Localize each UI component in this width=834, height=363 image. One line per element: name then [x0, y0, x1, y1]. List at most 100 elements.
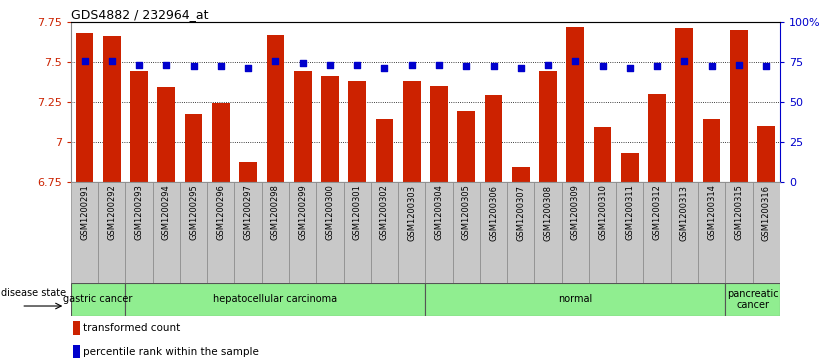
Bar	[73, 322, 80, 335]
Text: GSM1200303: GSM1200303	[407, 184, 416, 241]
Bar	[158, 87, 175, 182]
Bar	[403, 81, 420, 182]
Text: pancreatic
cancer: pancreatic cancer	[726, 289, 778, 310]
Bar	[262, 182, 289, 283]
Bar	[671, 182, 698, 283]
Bar	[207, 182, 234, 283]
Text: GSM1200292: GSM1200292	[108, 184, 116, 240]
Bar	[398, 182, 425, 283]
Text: GSM1200293: GSM1200293	[134, 184, 143, 240]
Bar	[561, 182, 589, 283]
Text: percentile rank within the sample: percentile rank within the sample	[83, 347, 259, 357]
Bar	[294, 71, 312, 182]
Bar	[321, 76, 339, 182]
Text: gastric cancer: gastric cancer	[63, 294, 133, 305]
Point	[541, 62, 555, 68]
Text: normal: normal	[558, 294, 592, 305]
Bar	[425, 283, 726, 316]
Bar	[267, 34, 284, 182]
Bar	[212, 103, 229, 182]
Point	[705, 64, 718, 69]
Point	[651, 64, 664, 69]
Text: GSM1200304: GSM1200304	[435, 184, 444, 240]
Point	[732, 62, 746, 68]
Bar	[289, 182, 316, 283]
Bar	[125, 182, 153, 283]
Point	[760, 64, 773, 69]
Bar	[485, 95, 502, 182]
Point	[378, 65, 391, 71]
Bar	[566, 26, 584, 182]
Point	[324, 62, 337, 68]
Bar	[316, 182, 344, 283]
Point	[133, 62, 146, 68]
Text: GSM1200300: GSM1200300	[325, 184, 334, 240]
Bar	[512, 167, 530, 182]
Text: GSM1200316: GSM1200316	[761, 184, 771, 241]
Point	[405, 62, 419, 68]
Bar	[349, 81, 366, 182]
Text: GSM1200296: GSM1200296	[216, 184, 225, 240]
Point	[269, 58, 282, 64]
Bar	[76, 33, 93, 182]
Point	[242, 65, 255, 71]
Text: GSM1200313: GSM1200313	[680, 184, 689, 241]
Bar	[234, 182, 262, 283]
Bar	[507, 182, 535, 283]
Text: hepatocellular carcinoma: hepatocellular carcinoma	[214, 294, 338, 305]
Bar	[125, 283, 425, 316]
Bar	[103, 36, 121, 182]
Text: GSM1200311: GSM1200311	[626, 184, 635, 240]
Text: GSM1200309: GSM1200309	[570, 184, 580, 240]
Bar	[180, 182, 207, 283]
Text: GSM1200295: GSM1200295	[189, 184, 198, 240]
Bar	[430, 86, 448, 182]
Point	[432, 62, 445, 68]
Point	[623, 65, 636, 71]
Text: GSM1200302: GSM1200302	[380, 184, 389, 240]
Point	[487, 64, 500, 69]
Text: GSM1200297: GSM1200297	[244, 184, 253, 240]
Text: GSM1200307: GSM1200307	[516, 184, 525, 241]
Bar	[480, 182, 507, 283]
Text: GSM1200312: GSM1200312	[652, 184, 661, 240]
Bar	[730, 30, 748, 181]
Bar	[184, 114, 203, 182]
Bar	[453, 182, 480, 283]
Bar	[539, 71, 557, 182]
Point	[678, 58, 691, 64]
Text: GSM1200301: GSM1200301	[353, 184, 362, 240]
Text: GSM1200315: GSM1200315	[735, 184, 743, 240]
Bar	[698, 182, 726, 283]
Bar	[648, 94, 666, 182]
Text: disease state: disease state	[2, 288, 67, 298]
Bar	[425, 182, 453, 283]
Bar	[726, 283, 780, 316]
Bar	[676, 28, 693, 182]
Text: GSM1200299: GSM1200299	[298, 184, 307, 240]
Text: GSM1200310: GSM1200310	[598, 184, 607, 240]
Point	[595, 64, 609, 69]
Bar	[457, 111, 475, 182]
Bar	[644, 182, 671, 283]
Bar	[703, 119, 721, 182]
Point	[460, 64, 473, 69]
Bar	[130, 71, 148, 182]
Point	[214, 64, 228, 69]
Bar	[239, 162, 257, 182]
Bar	[594, 127, 611, 182]
Bar	[589, 182, 616, 283]
Text: transformed count: transformed count	[83, 323, 180, 333]
Text: GSM1200291: GSM1200291	[80, 184, 89, 240]
Text: GDS4882 / 232964_at: GDS4882 / 232964_at	[71, 8, 208, 21]
Text: GSM1200298: GSM1200298	[271, 184, 280, 240]
Text: GSM1200308: GSM1200308	[544, 184, 553, 241]
Bar	[153, 182, 180, 283]
Bar	[98, 182, 125, 283]
Point	[296, 60, 309, 66]
Point	[569, 58, 582, 64]
Text: GSM1200294: GSM1200294	[162, 184, 171, 240]
Bar	[344, 182, 371, 283]
Point	[105, 58, 118, 64]
Bar	[616, 182, 644, 283]
